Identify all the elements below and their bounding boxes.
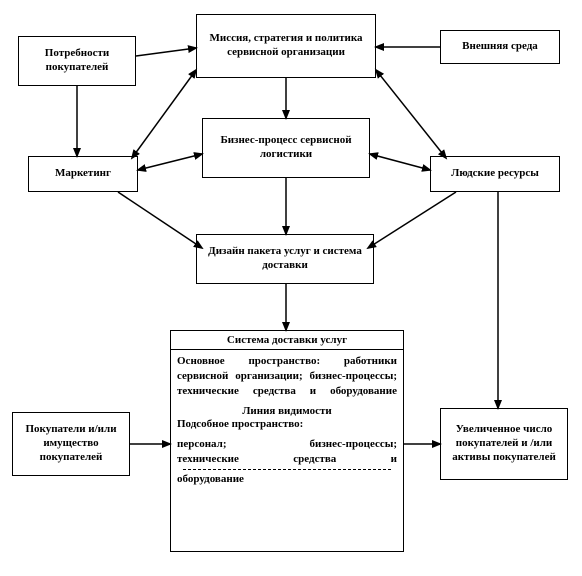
node-label: Покупатели и/или имущество покупателей <box>17 423 125 464</box>
node-label: Людские ресурсы <box>451 167 539 181</box>
node-label: Миссия, стратегия и политика сервисной о… <box>201 32 371 60</box>
node-buyers: Покупатели и/или имущество покупателей <box>12 412 130 476</box>
node-needs: Потребности покупателей <box>18 36 136 86</box>
node-mission: Миссия, стратегия и политика сервисной о… <box>196 14 376 78</box>
node-label: Бизнес-процесс сервисной логистики <box>207 134 365 162</box>
diagram-canvas: Потребности покупателей Миссия, стратеги… <box>0 0 582 576</box>
node-hr: Людские ресурсы <box>430 156 560 192</box>
node-label: Увеличенное число покупателей и /или акт… <box>445 423 563 464</box>
delivery-title: Система доставки услуг <box>171 331 403 350</box>
delivery-dash <box>183 469 391 470</box>
node-label: Маркетинг <box>55 167 111 181</box>
node-design: Дизайн пакета услуг и система доставки <box>196 234 374 284</box>
delivery-front-body3: оборудование <box>177 472 397 487</box>
delivery-front-label: Подсобное пространство: <box>177 417 397 432</box>
delivery-backstage: Основное пространство: работники сервисн… <box>171 350 403 403</box>
node-label: Дизайн пакета услуг и система доставки <box>201 245 369 273</box>
node-result: Увеличенное число покупателей и /или акт… <box>440 408 568 480</box>
node-marketing: Маркетинг <box>28 156 138 192</box>
delivery-backstage-label: Основное пространство: <box>177 355 320 367</box>
node-label: Потребности покупателей <box>23 47 131 75</box>
node-bizproc: Бизнес-процесс сервисной логистики <box>202 118 370 178</box>
delivery-front-body1: персонал; бизнес-процессы; <box>177 437 397 452</box>
node-label: Внешняя среда <box>462 40 538 54</box>
delivery-visibility-line: Линия видимости <box>171 403 403 417</box>
node-delivery: Система доставки услуг Основное простран… <box>170 330 404 552</box>
delivery-frontstage: Подсобное пространство: персонал; бизнес… <box>171 417 403 491</box>
node-env: Внешняя среда <box>440 30 560 64</box>
delivery-front-body2: технические средства и <box>177 452 397 467</box>
